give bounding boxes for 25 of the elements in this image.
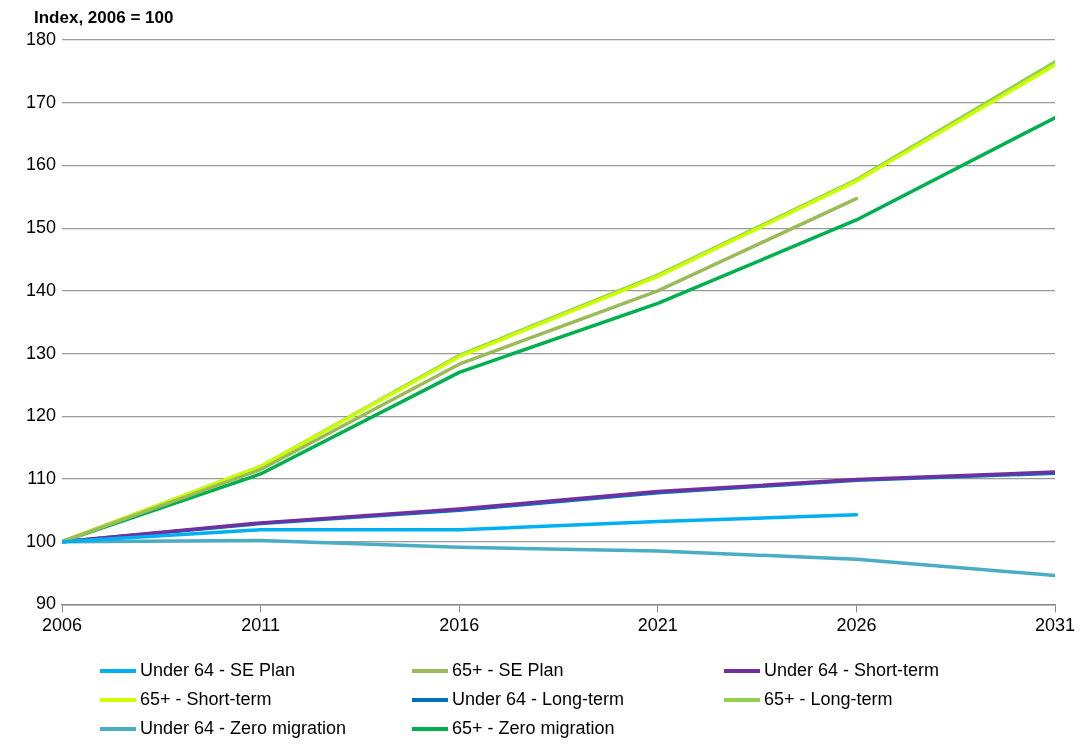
y-tick-label: 130 bbox=[25, 342, 57, 363]
y-axis-title: Index, 2006 = 100 bbox=[34, 8, 174, 28]
x-tick-label: 2026 bbox=[836, 615, 877, 636]
legend-label: Under 64 - Zero migration bbox=[140, 718, 347, 739]
legend-label: Under 64 - Long-term bbox=[452, 689, 625, 710]
x-tick-label: 2031 bbox=[1034, 615, 1076, 636]
y-tick-label: 180 bbox=[25, 28, 57, 49]
x-tick-label: 2006 bbox=[42, 615, 83, 636]
legend-label: Under 64 - Short-term bbox=[764, 660, 940, 681]
y-tick-label: 160 bbox=[25, 154, 57, 175]
x-tick-label: 2021 bbox=[637, 615, 678, 636]
y-tick-label: 140 bbox=[25, 279, 57, 300]
legend-label: 65+ - Zero migration bbox=[452, 718, 615, 739]
y-tick-label: 90 bbox=[36, 593, 57, 614]
y-tick-label: 100 bbox=[25, 530, 57, 551]
legend-label: 65+ - SE Plan bbox=[452, 660, 564, 681]
legend-label: 65+ - Long-term bbox=[764, 689, 893, 710]
y-tick-label: 150 bbox=[25, 217, 57, 238]
y-tick-label: 170 bbox=[25, 91, 57, 112]
legend-label: Under 64 - SE Plan bbox=[140, 660, 296, 681]
legend-label: 65+ - Short-term bbox=[140, 689, 272, 710]
x-tick-label: 2011 bbox=[241, 615, 280, 636]
y-tick-label: 120 bbox=[25, 405, 57, 426]
x-tick-label: 2016 bbox=[439, 615, 480, 636]
y-tick-label: 110 bbox=[27, 467, 57, 488]
